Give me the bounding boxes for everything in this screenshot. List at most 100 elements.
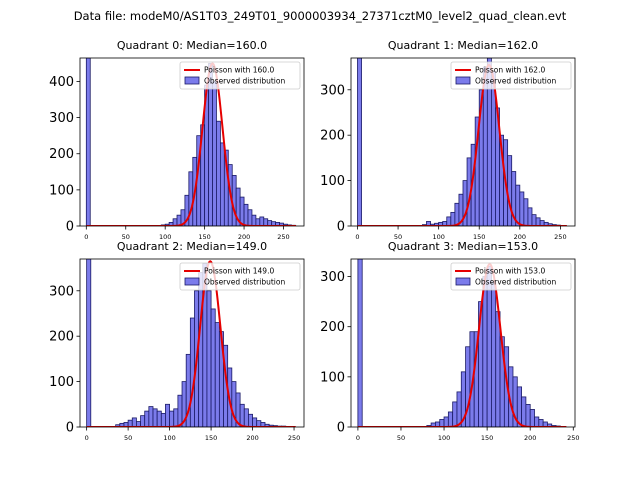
legend-label-observed: Observed distribution	[204, 77, 285, 86]
histogram-bar	[452, 401, 458, 427]
histogram-bar	[239, 403, 245, 427]
histogram-bar	[443, 416, 449, 427]
histogram-bar	[507, 155, 513, 226]
x-tick-label: 250	[567, 434, 579, 442]
legend: Poisson with 160.0 Observed distribution	[179, 61, 301, 90]
histogram-bar	[189, 317, 195, 427]
histogram-bar	[439, 419, 445, 427]
histogram-bar	[357, 259, 363, 427]
legend-label-observed: Observed distribution	[475, 77, 556, 86]
x-tick-label: 200	[514, 233, 526, 241]
y-tick-label: 0	[337, 220, 345, 235]
y-tick-label: 0	[337, 421, 345, 436]
histogram-bar	[86, 259, 92, 427]
x-tick-label: 250	[288, 434, 300, 442]
legend-label-poisson: Poisson with 160.0	[204, 66, 274, 75]
x-tick-label: 150	[481, 434, 493, 442]
y-tick-label: 300	[49, 111, 74, 126]
quadrant-0-panel: 0 50 100 150 200 250 0 100 200 300 400 Quadrant 0: …	[49, 39, 305, 241]
histogram-bar	[177, 394, 183, 427]
y-tick-label: 0	[66, 220, 74, 235]
y-tick-label: 200	[320, 320, 345, 335]
histogram-bar	[531, 214, 537, 226]
histogram-bar	[214, 322, 220, 427]
legend-bar-swatch	[455, 76, 471, 85]
axes-frame	[79, 57, 305, 227]
histogram-bar	[495, 311, 501, 427]
legend-label-poisson: Poisson with 149.0	[204, 267, 274, 276]
y-tick-label: 0	[66, 421, 74, 436]
subplot-title: Quadrant 0: Median=160.0	[117, 39, 267, 52]
x-tick-label: 50	[397, 434, 405, 442]
histogram-bar	[357, 58, 362, 226]
subplot-title: Quadrant 1: Median=162.0	[388, 39, 538, 52]
x-tick-label: 150	[198, 233, 210, 241]
x-tick-label: 200	[246, 434, 258, 442]
histogram-bar	[140, 415, 146, 427]
axes-frame	[350, 57, 576, 227]
axes-frame	[79, 258, 305, 428]
histogram-bar	[450, 211, 456, 226]
histogram-bar	[165, 403, 171, 427]
histogram-bar	[206, 290, 212, 427]
histogram-bar	[231, 175, 237, 226]
histogram-bar	[259, 216, 265, 226]
figure-suptitle: Data file: modeM0/AS1T03_249T01_90000039…	[74, 9, 567, 23]
histogram-bar	[156, 410, 162, 427]
histogram-bar	[529, 409, 535, 427]
histogram-bar	[251, 214, 257, 226]
x-tick-label: 50	[394, 233, 402, 241]
histogram-bar	[212, 81, 217, 226]
x-tick-label: 50	[124, 434, 132, 442]
legend-label-observed: Observed distribution	[204, 278, 285, 287]
poisson-curve	[86, 62, 297, 226]
histogram-bar	[447, 411, 454, 427]
y-tick-label: 400	[49, 75, 74, 90]
legend: Poisson with 153.0 Observed distribution	[450, 262, 572, 291]
histogram-bar	[482, 276, 488, 427]
histogram-bar	[198, 272, 204, 427]
x-tick-label: 0	[355, 233, 359, 241]
y-tick-label: 300	[320, 83, 345, 98]
legend-label-observed: Observed distribution	[475, 278, 556, 287]
histogram-bar	[525, 404, 531, 427]
histogram-bar	[519, 191, 525, 226]
histogram-bar	[491, 281, 497, 427]
x-tick-label: 100	[438, 434, 450, 442]
histogram-bar	[534, 416, 540, 427]
histogram-bar	[152, 408, 158, 427]
legend-frame	[179, 61, 301, 90]
legend-bar-swatch	[184, 277, 200, 286]
histogram-bar	[255, 218, 261, 226]
x-tick-label: 200	[524, 434, 536, 442]
legend-label-poisson: Poisson with 153.0	[475, 267, 545, 276]
x-tick-label: 0	[85, 434, 89, 442]
legend: Poisson with 162.0 Observed distribution	[450, 61, 572, 90]
histogram-bar	[127, 419, 133, 427]
x-tick-label: 0	[356, 434, 360, 442]
histogram-bar	[523, 198, 529, 226]
subplot-title: Quadrant 3: Median=153.0	[388, 240, 538, 253]
histogram-bar	[248, 413, 253, 427]
axes-frame	[350, 258, 576, 428]
x-tick-label: 250	[277, 233, 289, 241]
histogram-bar	[144, 410, 150, 427]
subplot-title: Quadrant 2: Median=149.0	[117, 240, 267, 253]
histogram-bar	[535, 217, 541, 226]
histogram-bar	[188, 171, 194, 226]
x-tick-label: 50	[122, 233, 130, 241]
histogram-bar	[482, 66, 488, 226]
y-tick-label: 300	[320, 270, 345, 285]
x-tick-label: 100	[432, 233, 444, 241]
histogram-bar	[521, 396, 527, 427]
histogram-bar	[263, 218, 269, 226]
x-tick-label: 100	[159, 233, 171, 241]
x-tick-label: 100	[163, 434, 175, 442]
legend-bar-swatch	[184, 76, 200, 85]
legend-frame	[450, 61, 572, 90]
y-tick-label: 300	[49, 284, 74, 299]
histogram-bar	[148, 406, 154, 427]
histogram-bar	[454, 202, 460, 226]
histogram-bar	[216, 120, 221, 226]
